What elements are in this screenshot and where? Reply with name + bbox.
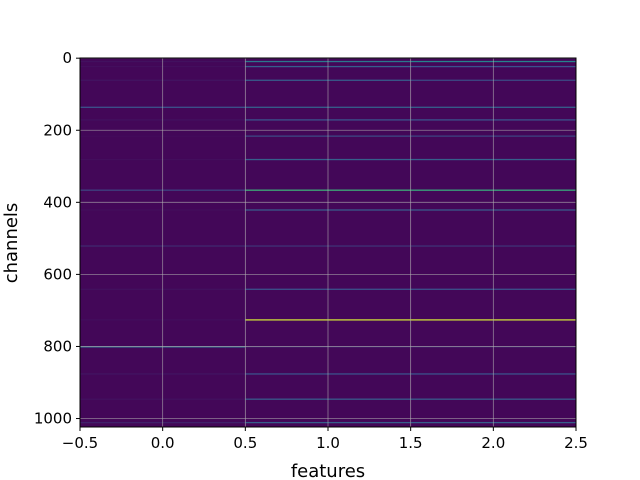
y-tick-label: 600 <box>43 265 72 283</box>
x-tick-label: −0.5 <box>62 434 98 452</box>
x-tick-label: 0.0 <box>151 434 175 452</box>
y-axis-title: channels <box>1 203 22 284</box>
x-axis-title: features <box>291 461 365 480</box>
x-tick-label: 0.5 <box>233 434 257 452</box>
y-axis-ticks: 0 200 400 600 800 1000 <box>34 49 80 428</box>
y-tick-label: 0 <box>62 49 72 67</box>
x-axis-ticks: −0.5 0.0 0.5 1.0 1.5 2.0 2.5 <box>62 427 588 452</box>
y-tick-label: 1000 <box>34 410 72 428</box>
x-tick-label: 1.0 <box>316 434 340 452</box>
y-tick-label: 200 <box>43 121 72 139</box>
x-tick-label: 2.5 <box>564 434 588 452</box>
x-tick-label: 1.5 <box>399 434 423 452</box>
y-tick-label: 800 <box>43 337 72 355</box>
y-tick-label: 400 <box>43 193 72 211</box>
x-tick-label: 2.0 <box>481 434 505 452</box>
